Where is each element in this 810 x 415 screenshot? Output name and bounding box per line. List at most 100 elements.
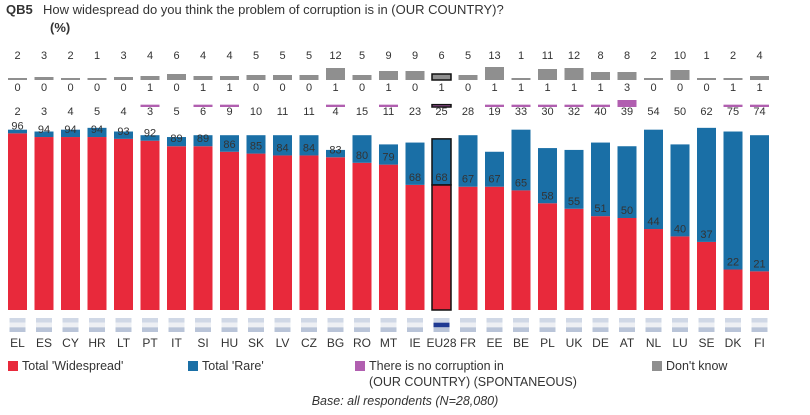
flag-icon-stripe (672, 322, 688, 328)
flag-icon-stripe (327, 318, 344, 323)
rare-bar (644, 129, 663, 230)
category-label: BG (327, 336, 344, 350)
widespread-label: 94 (91, 124, 103, 136)
widespread-label: 50 (621, 205, 633, 217)
base-note: Base: all respondents (N=28,080) (311, 394, 499, 408)
rare-label: 10 (250, 106, 262, 118)
rare-label: 25 (435, 106, 447, 118)
flag-icon-stripe (142, 327, 158, 332)
dont-know-bar (750, 76, 769, 80)
rare-label: 23 (409, 106, 421, 118)
flag-icon-stripe (433, 327, 450, 332)
flag-icon-stripe (460, 318, 476, 323)
widespread-label: 65 (515, 177, 527, 189)
widespread-bar (405, 184, 425, 310)
no-corruption-label: 1 (571, 82, 577, 94)
dont-know-bar (485, 67, 504, 80)
flag-icon-stripe (645, 318, 662, 323)
flag-icon-stripe (9, 327, 26, 332)
rare-bar (697, 127, 716, 242)
dont-know-bar (644, 78, 663, 80)
flag-icon-stripe (195, 327, 211, 332)
dont-know-label: 4 (756, 50, 762, 62)
dont-know-label: 2 (650, 50, 656, 62)
rare-label: 15 (356, 106, 368, 118)
rare-bar (670, 144, 690, 237)
rare-bar (87, 127, 107, 138)
dont-know-label: 12 (329, 50, 341, 62)
flag-icon-stripe (698, 318, 715, 323)
no-corruption-label: 0 (677, 82, 683, 94)
flag-icon-stripe (751, 322, 768, 328)
flag-icon-stripe (672, 327, 688, 332)
widespread-bar (167, 146, 186, 310)
flag-icon-stripe (274, 322, 291, 328)
flag-icon-stripe (619, 327, 635, 332)
widespread-label: 37 (700, 229, 712, 241)
category-label: FR (460, 336, 476, 350)
widespread-label: 55 (568, 196, 580, 208)
legend-dont-know: Don't know (652, 358, 727, 374)
flag-icon-stripe (62, 318, 79, 323)
category-label: LV (276, 336, 290, 350)
dont-know-bar (114, 77, 133, 80)
rare-label: 33 (515, 106, 527, 118)
rare-label: 3 (41, 106, 47, 118)
rare-label: 11 (277, 106, 288, 118)
flag-icon-stripe (460, 327, 476, 332)
widespread-bar (697, 241, 716, 310)
dont-know-label: 4 (200, 50, 206, 62)
widespread-bar (511, 190, 531, 310)
no-corruption-label: 1 (200, 82, 206, 94)
flag-icon-stripe (248, 327, 264, 332)
dont-know-label: 9 (385, 50, 391, 62)
widespread-label: 96 (11, 120, 23, 132)
dont-know-bar (697, 78, 716, 80)
flag-icon-stripe (672, 318, 688, 323)
flag-icon-stripe (380, 327, 397, 332)
flag-icon-stripe (592, 327, 609, 332)
dont-know-label: 3 (41, 50, 47, 62)
dont-know-label: 2 (14, 50, 20, 62)
flag-icon-stripe (36, 327, 52, 332)
no-corruption-label: 1 (730, 82, 736, 94)
dont-know-bar (538, 69, 557, 80)
rare-bar (485, 151, 504, 187)
rare-label: 4 (120, 106, 126, 118)
legend-label-no-corruption-1: There is no corruption in (369, 359, 504, 373)
flag-icon-stripe (698, 327, 715, 332)
widespread-label: 89 (170, 133, 182, 145)
dont-know-label: 5 (359, 50, 365, 62)
rare-label: 5 (173, 106, 179, 118)
category-label: MT (380, 336, 398, 350)
dont-know-bar (326, 68, 345, 80)
category-label: RO (353, 336, 371, 350)
widespread-bar (431, 184, 452, 311)
rare-label: 3 (147, 106, 153, 118)
dont-know-label: 6 (438, 50, 444, 62)
flag-icon-stripe (725, 327, 741, 332)
dont-know-bar (140, 76, 160, 80)
no-corruption-label: 0 (306, 82, 312, 94)
flag-icon-stripe (301, 327, 317, 332)
no-corruption-label: 1 (385, 82, 391, 94)
rare-label: 19 (488, 106, 500, 118)
widespread-label: 80 (356, 150, 368, 162)
rare-label: 4 (332, 106, 338, 118)
flag-icon-stripe (221, 318, 238, 323)
widespread-bar (458, 186, 478, 310)
rare-label: 30 (541, 106, 553, 118)
flag-icon-stripe (513, 322, 529, 328)
category-label: HU (221, 336, 238, 350)
no-corruption-label: 0 (14, 82, 20, 94)
dont-know-bar (379, 71, 398, 80)
dont-know-bar (405, 71, 425, 80)
no-corruption-label: 0 (465, 82, 471, 94)
dont-know-label: 5 (306, 50, 312, 62)
no-corruption-bar (591, 104, 610, 107)
widespread-bar (485, 186, 504, 310)
flag-icon-stripe (115, 327, 132, 332)
no-corruption-label: 0 (94, 82, 100, 94)
no-corruption-label: 3 (624, 82, 630, 94)
rare-label: 74 (753, 106, 765, 118)
